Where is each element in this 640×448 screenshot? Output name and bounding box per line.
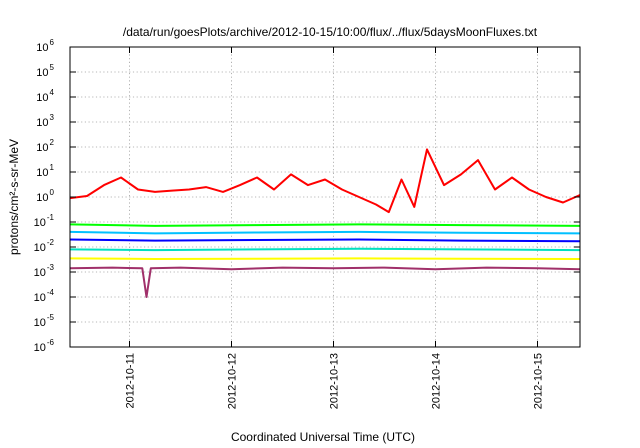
y-tick-exponent: -3 <box>47 263 55 272</box>
y-tick-label: 105 <box>36 63 54 79</box>
x-tick-label: 2012-10-15 <box>533 353 545 409</box>
y-tick-exponent: 5 <box>50 63 55 72</box>
series-line-2 <box>69 223 581 227</box>
series-line-6 <box>69 257 581 260</box>
y-tick-exponent: 6 <box>50 38 55 47</box>
x-tick-label: 2012-10-14 <box>431 353 443 409</box>
y-tick-exponent: 0 <box>50 188 55 197</box>
y-tick-exponent: 4 <box>50 88 55 97</box>
y-tick-label: 100 <box>36 188 54 204</box>
series-line-3 <box>69 230 581 235</box>
y-tick-label: 102 <box>36 138 54 154</box>
y-tick-exponent: -2 <box>47 238 55 247</box>
series-line-1 <box>69 148 581 214</box>
series-line-5 <box>69 247 581 252</box>
x-tick-label: 2012-10-11 <box>125 353 137 408</box>
y-tick-label: 103 <box>36 113 54 129</box>
y-tick-label: 10-6 <box>34 338 55 354</box>
chart-title: /data/run/goesPlots/archive/2012-10-15/1… <box>123 25 538 39</box>
x-tick-label: 2012-10-13 <box>329 353 341 409</box>
y-tick-exponent: -4 <box>47 288 55 297</box>
y-tick-label: 104 <box>36 88 54 104</box>
y-tick-label: 10-1 <box>34 213 55 229</box>
y-tick-label: 106 <box>36 38 54 54</box>
series-layer <box>69 148 581 298</box>
y-tick-exponent: -6 <box>47 338 55 347</box>
series-line-4 <box>69 238 581 243</box>
y-tick-label: 10-3 <box>34 263 55 279</box>
x-tick-labels: 2012-10-11 2012-10-12 2012-10-13 2012-10-14… <box>125 353 545 409</box>
y-tick-exponent: 2 <box>50 138 55 147</box>
series-line-7 <box>69 266 581 298</box>
y-tick-labels: 10-610-510-410-310-210-11001011021031041… <box>34 38 55 354</box>
y-tick-exponent: 1 <box>50 163 55 172</box>
y-tick-exponent: -5 <box>47 313 55 322</box>
y-tick-exponent: 3 <box>50 113 55 122</box>
x-axis-label: Coordinated Universal Time (UTC) <box>231 430 415 444</box>
y-tick-label: 10-4 <box>34 288 55 304</box>
y-axis-label: protons/cm²-s-sr-MeV <box>7 139 21 255</box>
x-tick-label: 2012-10-12 <box>227 353 239 409</box>
ticks <box>70 46 580 348</box>
grid <box>70 47 580 347</box>
y-tick-label: 10-5 <box>34 313 55 329</box>
y-tick-label: 101 <box>36 163 54 179</box>
y-tick-exponent: -1 <box>47 213 55 222</box>
y-tick-label: 10-2 <box>34 238 55 254</box>
